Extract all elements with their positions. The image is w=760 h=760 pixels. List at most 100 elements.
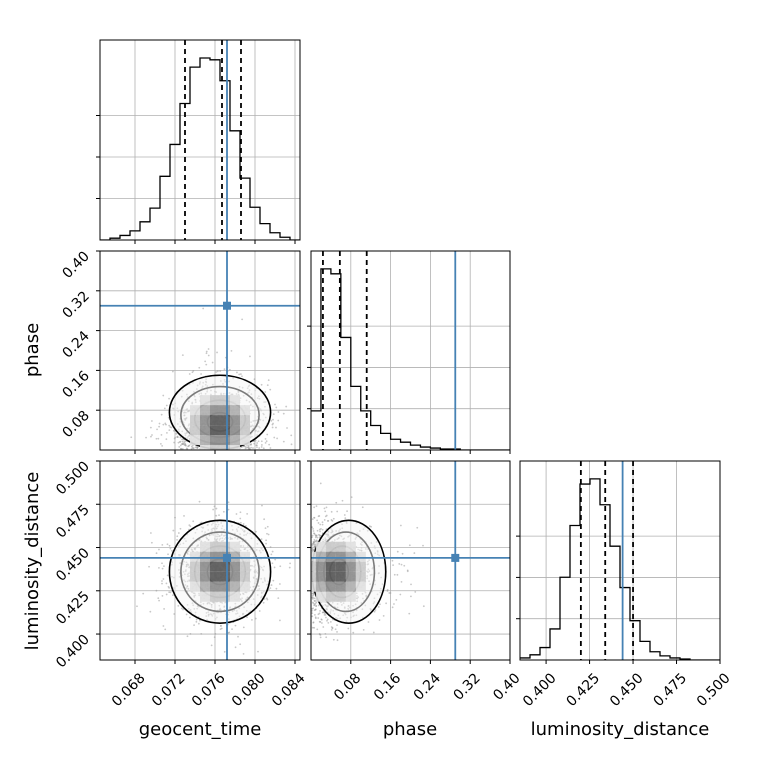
scatter-point bbox=[162, 625, 165, 627]
scatter-point bbox=[166, 543, 169, 546]
scatter-point bbox=[188, 616, 191, 619]
scatter-point bbox=[213, 505, 216, 508]
scatter-point bbox=[319, 610, 321, 612]
x-tick-label-luminosity-distance: 0.425 bbox=[564, 670, 604, 710]
density-cell bbox=[220, 541, 230, 552]
density-cell bbox=[230, 561, 240, 572]
scatter-point bbox=[148, 565, 150, 568]
scatter-point bbox=[171, 370, 174, 373]
scatter-point bbox=[312, 593, 315, 596]
scatter-point bbox=[274, 558, 277, 561]
scatter-point bbox=[165, 438, 168, 441]
scatter-point bbox=[258, 447, 261, 449]
density-cell bbox=[325, 591, 336, 602]
scatter-point bbox=[244, 447, 247, 450]
density-cell bbox=[220, 435, 230, 446]
scatter-point bbox=[174, 516, 176, 519]
scatter-point bbox=[207, 348, 210, 350]
density-cell bbox=[210, 435, 220, 446]
x-tick-label-luminosity-distance: 0.450 bbox=[607, 670, 647, 710]
scatter-point bbox=[241, 318, 244, 321]
density-cell bbox=[240, 425, 250, 436]
scatter-point bbox=[311, 598, 314, 600]
scatter-point bbox=[160, 413, 163, 416]
density-cell bbox=[345, 551, 356, 562]
scatter-point bbox=[313, 545, 316, 547]
scatter-point bbox=[228, 368, 231, 371]
scatter-point bbox=[176, 538, 178, 541]
scatter-point bbox=[168, 397, 170, 400]
scatter-point bbox=[274, 403, 276, 406]
density-cell bbox=[210, 551, 220, 562]
scatter-point bbox=[319, 633, 322, 636]
scatter-point bbox=[158, 548, 160, 551]
scatter-point bbox=[382, 614, 385, 617]
scatter-point bbox=[162, 394, 165, 397]
scatter-point bbox=[195, 620, 198, 623]
scatter-point bbox=[249, 355, 251, 358]
scatter-point bbox=[157, 597, 160, 600]
scatter-point bbox=[374, 609, 377, 611]
scatter-point bbox=[266, 525, 269, 528]
scatter-point bbox=[149, 426, 152, 429]
scatter-point bbox=[174, 436, 177, 439]
scatter-point bbox=[258, 610, 261, 612]
scatter-point bbox=[161, 580, 163, 582]
x-tick-label-geocent-time: 0.072 bbox=[149, 670, 189, 710]
density-cell bbox=[315, 551, 326, 562]
scatter-point bbox=[321, 521, 324, 524]
scatter-point bbox=[205, 350, 208, 353]
scatter-point bbox=[311, 518, 314, 521]
scatter-point bbox=[314, 608, 317, 611]
scatter-point bbox=[319, 530, 322, 533]
scatter-point bbox=[239, 373, 242, 375]
scatter-point bbox=[160, 433, 163, 436]
scatter-point bbox=[285, 405, 288, 408]
density-cell bbox=[200, 445, 210, 450]
density-cell bbox=[190, 415, 200, 426]
truth-marker bbox=[451, 553, 460, 562]
scatter-point bbox=[268, 443, 271, 446]
scatter-point bbox=[162, 423, 165, 426]
density-cell bbox=[200, 395, 210, 406]
scatter-point bbox=[323, 507, 326, 510]
density-cell bbox=[345, 541, 356, 552]
scatter-point bbox=[290, 434, 293, 437]
scatter-point bbox=[270, 584, 273, 586]
density-cell bbox=[190, 435, 200, 446]
scatter-point bbox=[210, 644, 213, 647]
scatter-point bbox=[158, 566, 160, 569]
scatter-point bbox=[332, 638, 335, 641]
scatter-point bbox=[150, 541, 153, 544]
scatter-point bbox=[311, 615, 314, 618]
scatter-point bbox=[282, 440, 285, 443]
scatter-point bbox=[271, 562, 274, 565]
y-tick-label-phase: 0.32 bbox=[59, 288, 92, 321]
density-cell bbox=[210, 541, 220, 552]
scatter-point bbox=[269, 447, 272, 449]
scatter-point bbox=[202, 307, 205, 310]
x-tick-label-geocent-time: 0.076 bbox=[189, 670, 229, 710]
x-tick-label-luminosity-distance: 0.475 bbox=[650, 670, 690, 710]
density-cell bbox=[345, 571, 356, 582]
scatter-point bbox=[352, 631, 355, 634]
scatter-point bbox=[277, 597, 280, 600]
scatter-point bbox=[196, 447, 199, 449]
scatter-point bbox=[321, 622, 323, 624]
scatter-point bbox=[169, 426, 172, 428]
scatter-point bbox=[331, 520, 334, 522]
scatter-point bbox=[400, 580, 403, 583]
scatter-point bbox=[161, 582, 163, 585]
density-cell bbox=[335, 561, 346, 572]
density-cell bbox=[325, 561, 336, 572]
scatter-point bbox=[185, 613, 188, 616]
scatter-point bbox=[389, 592, 392, 594]
scatter-point bbox=[414, 591, 417, 593]
scatter-point bbox=[326, 619, 328, 622]
scatter-point bbox=[242, 523, 245, 525]
scatter-point bbox=[186, 447, 189, 450]
density-cell bbox=[345, 581, 356, 592]
scatter-point bbox=[149, 532, 152, 534]
scatter-point bbox=[176, 535, 179, 538]
scatter-point bbox=[214, 633, 217, 635]
